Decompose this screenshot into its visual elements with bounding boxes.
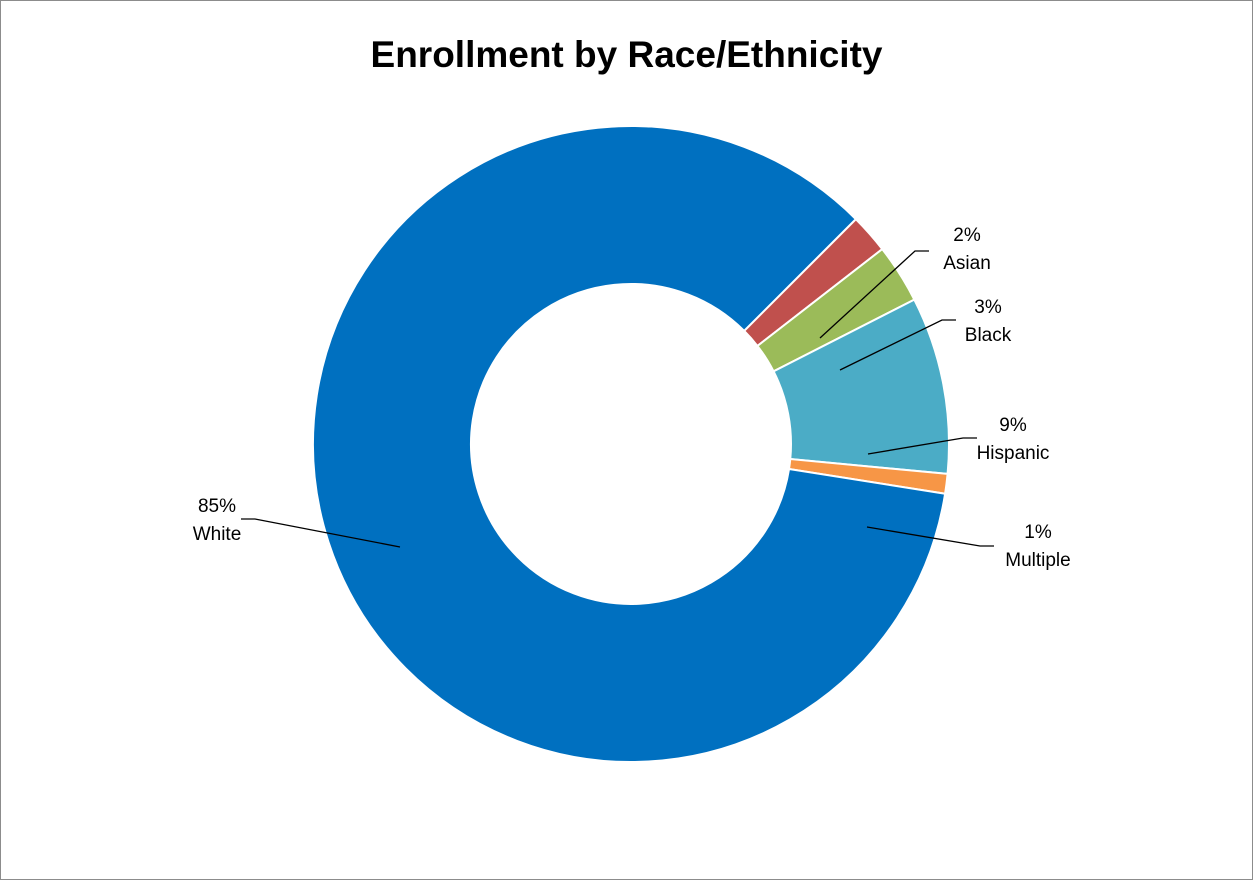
slices-group [312, 125, 950, 763]
leader-line-white [241, 518, 401, 548]
leader-lines-group [241, 250, 994, 548]
data-label-category-asian: Asian [943, 253, 991, 274]
data-label-percent-multiple: 1% [1024, 522, 1052, 543]
data-label-category-multiple: Multiple [1005, 550, 1070, 571]
chart-title: Enrollment by Race/Ethnicity [370, 34, 883, 75]
data-label-category-hispanic: Hispanic [977, 443, 1050, 464]
data-label-percent-hispanic: 9% [999, 415, 1027, 436]
leader-line-multiple [866, 526, 994, 547]
leader-line-hispanic [867, 437, 977, 455]
data-label-percent-white: 85% [198, 496, 236, 517]
data-label-percent-asian: 2% [953, 225, 981, 246]
leader-line-black [839, 319, 956, 371]
data-labels-group: 2% Asian 3% Black 9% Hispanic 1% Multiple 85% Whi… [193, 225, 1071, 571]
slice-white [312, 125, 947, 763]
data-label-category-white: White [193, 524, 242, 545]
data-label-percent-black: 3% [974, 297, 1002, 318]
leader-line-asian [819, 250, 929, 339]
data-label-category-black: Black [965, 325, 1012, 346]
